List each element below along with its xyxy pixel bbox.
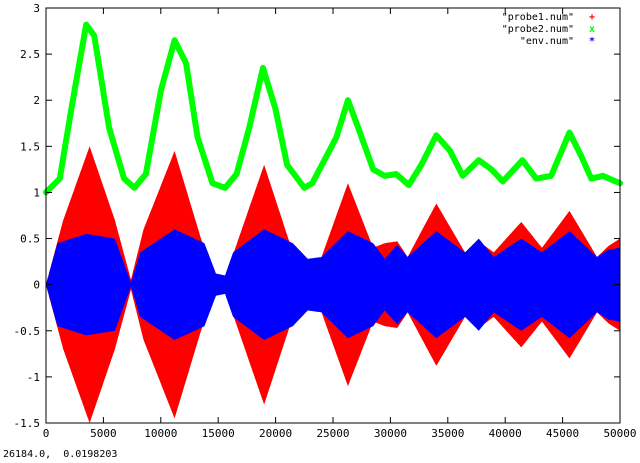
x-tick-label: 25000	[316, 427, 349, 440]
plot-frame	[45, 7, 621, 424]
legend-label: "probe2.num"	[502, 24, 574, 35]
legend-marker: *	[589, 36, 595, 47]
legend-label: "env.num"	[520, 36, 574, 47]
legend-label: "probe1.num"	[502, 12, 574, 23]
y-tick-label: 1.5	[20, 140, 40, 153]
x-tick-label: 40000	[489, 427, 522, 440]
legend-marker: x	[589, 24, 595, 35]
x-tick-label: 35000	[431, 427, 464, 440]
x-tick-label: 45000	[546, 427, 579, 440]
y-tick-label: 2.5	[20, 48, 40, 61]
y-tick-label: -1.5	[14, 417, 41, 430]
x-tick-label: 20000	[259, 427, 292, 440]
x-tick-label: 30000	[374, 427, 407, 440]
x-tick-label: 5000	[90, 427, 117, 440]
y-tick-label: -0.5	[14, 325, 41, 338]
cursor-coordinate-readout: 26184.0, 0.0198203	[3, 449, 118, 460]
x-tick-label: 10000	[144, 427, 177, 440]
legend-marker: +	[589, 12, 595, 23]
y-tick-label: 3	[33, 2, 40, 15]
y-tick-label: 2	[33, 94, 40, 107]
y-tick-label: 1	[33, 186, 40, 199]
series-envnum	[46, 229, 621, 340]
x-tick-label: 15000	[202, 427, 235, 440]
series-points-3	[46, 230, 621, 339]
y-tick-label: 0.5	[20, 233, 40, 246]
x-tick-label: 0	[43, 427, 50, 440]
y-tick-label: -1	[27, 371, 40, 384]
y-tick-label: 0	[33, 279, 40, 292]
series-line-2	[43, 21, 623, 196]
x-tick-label: 50000	[603, 427, 636, 440]
